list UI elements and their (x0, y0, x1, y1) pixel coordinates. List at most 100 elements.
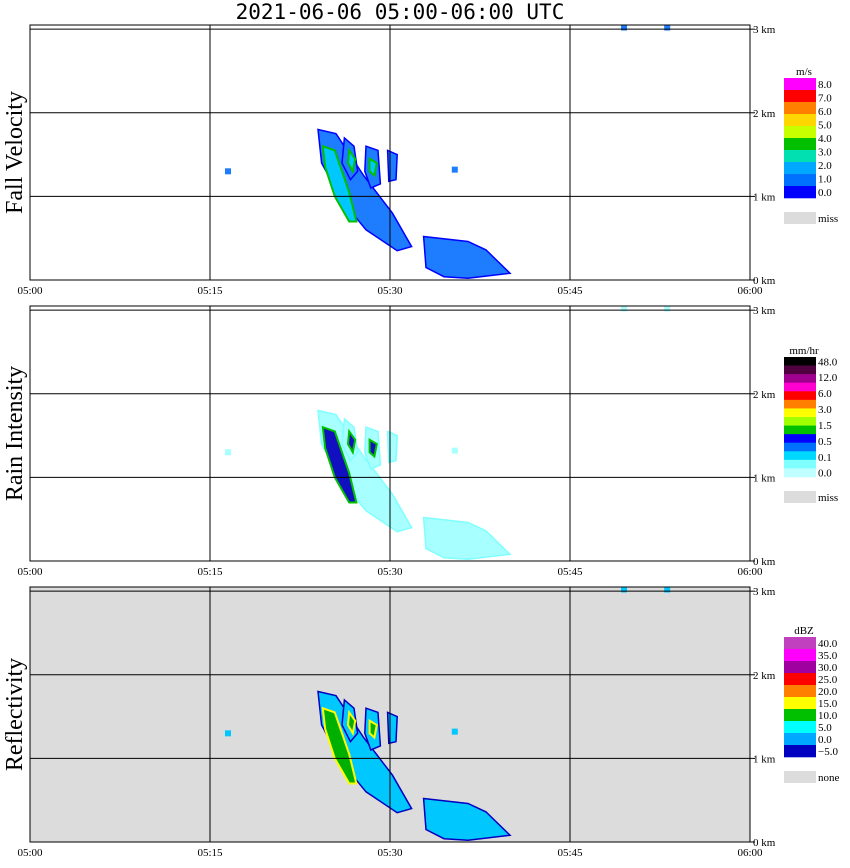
legend-missing-swatch (784, 491, 816, 503)
echo-speck (664, 24, 671, 31)
legend-label: 10.0 (818, 710, 838, 722)
legend-swatch (784, 442, 816, 452)
x-tick-label: 05:00 (17, 566, 43, 578)
legend-swatch (784, 102, 816, 115)
y-tick-label: 3 km (753, 586, 776, 598)
echo-speck (621, 24, 627, 31)
x-tick-label: 05:45 (557, 285, 583, 297)
y-tick-label: 2 km (753, 670, 776, 682)
legend-swatch (784, 174, 816, 187)
y-tick-label: 3 km (753, 24, 776, 36)
legend-label: 3.0 (818, 404, 832, 416)
y-tick-label: 2 km (753, 389, 776, 401)
legend-label: 2.0 (818, 160, 832, 172)
echo-region (386, 711, 398, 745)
x-tick-label: 05:15 (197, 566, 223, 578)
legend-swatch (784, 78, 816, 91)
legend-label: 5.0 (818, 722, 832, 734)
legend-unit: dBZ (794, 625, 814, 637)
legend-label: 5.0 (818, 120, 832, 132)
legend-swatch (784, 365, 816, 375)
legend-swatch (784, 721, 816, 734)
x-tick-label: 05:30 (377, 285, 403, 297)
plot-frame (29, 24, 751, 281)
y-tick-label: 1 km (753, 472, 776, 484)
legend-label: −5.0 (818, 746, 838, 758)
echo-region (386, 149, 398, 183)
legend-label: 15.0 (818, 698, 838, 710)
echo-region (422, 797, 512, 842)
legend-unit: m/s (796, 66, 812, 78)
legend-unit: mm/hr (789, 345, 819, 357)
legend-swatch (784, 138, 816, 151)
legend-label: 3.0 (818, 147, 832, 159)
x-tick-label: 05:00 (17, 285, 43, 297)
legend-swatch (784, 459, 816, 469)
echo-speck (664, 305, 671, 312)
echo-core (368, 157, 378, 178)
legend-swatch (784, 697, 816, 710)
plot-frame (29, 305, 751, 562)
legend-swatch (784, 382, 816, 392)
legend-swatch (784, 150, 816, 163)
legend-label: 0.0 (818, 187, 832, 199)
legend-swatch (784, 126, 816, 139)
legend-swatch (784, 649, 816, 662)
y-tick-label: 3 km (753, 305, 776, 317)
legend-swatch (784, 186, 816, 199)
echo-core (321, 706, 358, 785)
legend-swatch (784, 90, 816, 103)
legend-label: 30.0 (818, 662, 838, 674)
y-tick-label: 0 km (753, 275, 776, 287)
legend-label: 8.0 (818, 79, 832, 91)
y-tick-label: 1 km (753, 753, 776, 765)
legend-label: 1.5 (818, 420, 832, 432)
legend-missing-label: miss (818, 492, 838, 504)
echo-region (386, 430, 398, 464)
plot-frame (29, 586, 751, 843)
legend-swatch (784, 673, 816, 686)
legend-label: 0.0 (818, 468, 832, 480)
legend-swatch (784, 162, 816, 175)
legend-missing-swatch (784, 212, 816, 224)
legend-label: 48.0 (818, 356, 838, 368)
x-tick-label: 05:00 (17, 847, 43, 859)
legend-missing-label: miss (818, 213, 838, 225)
echo-core (321, 425, 358, 504)
legend-label: 20.0 (818, 686, 838, 698)
legend-label: 0.5 (818, 436, 832, 448)
x-tick-label: 05:30 (377, 566, 403, 578)
x-tick-label: 05:30 (377, 847, 403, 859)
legend-swatch (784, 709, 816, 722)
legend-label: 25.0 (818, 674, 838, 686)
x-tick-label: 06:00 (737, 847, 763, 859)
y-axis-title: Rain Intensity (2, 366, 28, 501)
legend-swatch (784, 637, 816, 650)
echo-core (368, 438, 378, 459)
legend-label: 40.0 (818, 638, 838, 650)
legend-swatch (784, 408, 816, 418)
legend-label: 0.0 (818, 734, 832, 746)
panel-2: 0 km 1 km 2 km 3 km 05:00 05:15 05:30 05:45 06:0… (2, 305, 838, 578)
echo-speck (225, 730, 231, 737)
x-tick-label: 06:00 (737, 285, 763, 297)
echo-core (321, 144, 358, 223)
legend: dBZ 40.035.030.025.020.015.010.05.00.0−5.… (784, 625, 840, 784)
legend-label: 6.0 (818, 106, 832, 118)
legend-label: 1.0 (818, 174, 832, 186)
y-axis-title: Fall Velocity (2, 91, 28, 214)
legend-swatch (784, 451, 816, 461)
echo-core (346, 709, 357, 737)
legend-swatch (784, 745, 816, 758)
echo-speck (225, 449, 231, 456)
echo-speck (451, 166, 458, 173)
echo-core (346, 428, 357, 456)
echo-speck (621, 305, 627, 312)
legend-swatch (784, 468, 816, 478)
y-axis-title: Reflectivity (2, 658, 28, 771)
echo-speck (664, 586, 671, 593)
legend-label: 35.0 (818, 650, 838, 662)
legend-swatch (784, 357, 816, 366)
echo-region (422, 516, 512, 561)
